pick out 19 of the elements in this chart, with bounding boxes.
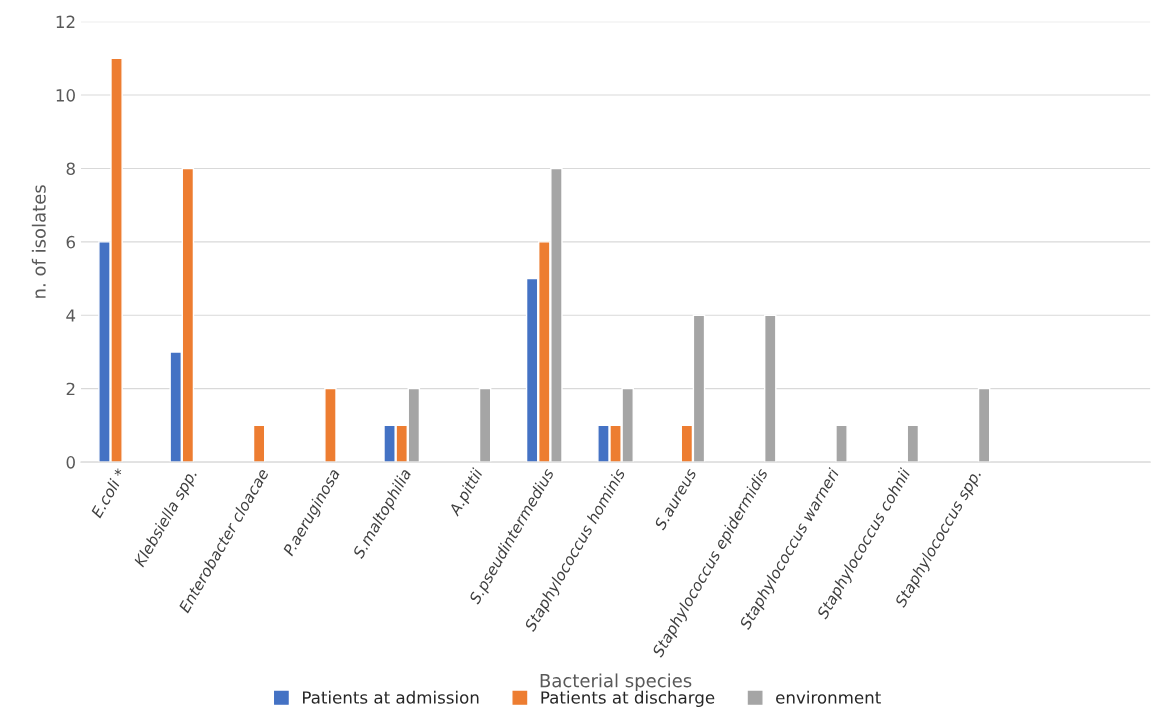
bar (835, 424, 848, 463)
y-axis-title: n. of isolates (31, 185, 46, 298)
bar (977, 387, 991, 463)
legend-label: Patients at admission (303, 690, 479, 704)
bar (252, 424, 266, 463)
bar (763, 314, 777, 463)
y-tick-label: 10 (56, 89, 75, 102)
y-tick-label: 12 (56, 15, 75, 28)
legend-label: Patients at discharge (541, 690, 715, 707)
y-tick-label: 2 (66, 382, 75, 396)
y-tick-label: 4 (66, 309, 76, 322)
bar (324, 387, 337, 463)
y-tick-label: 8 (66, 162, 75, 176)
y-tick-label: 0 (66, 456, 75, 469)
bar (478, 387, 492, 463)
y-tick-label: 6 (66, 235, 76, 249)
bar (906, 424, 920, 463)
x-axis-title: Bacterial species (540, 673, 692, 691)
legend-label: environment (776, 690, 881, 704)
